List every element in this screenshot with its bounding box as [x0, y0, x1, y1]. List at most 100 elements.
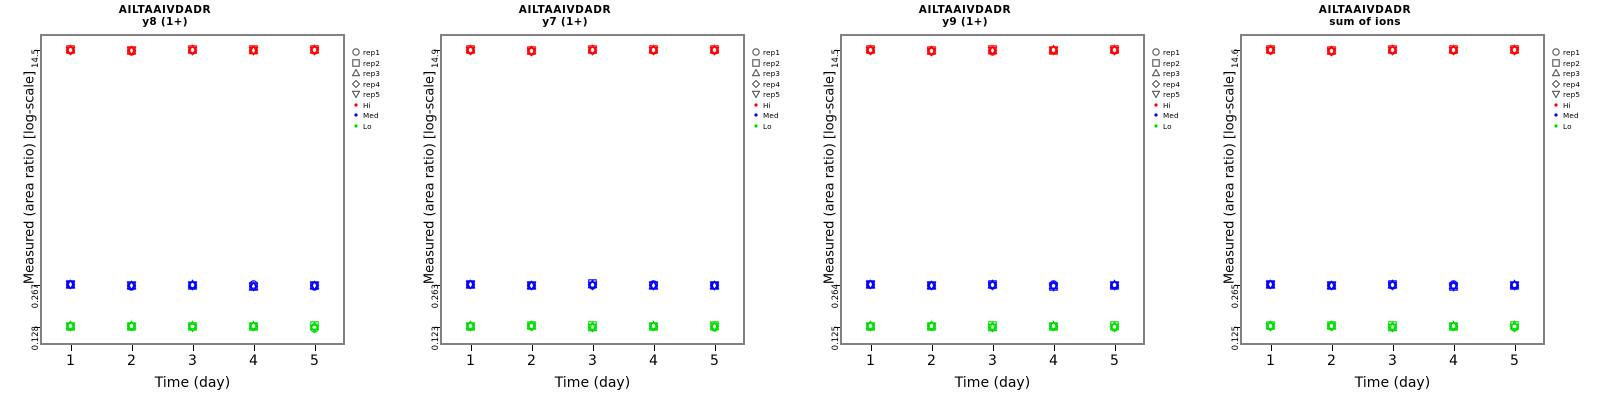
data-point: [526, 279, 537, 290]
x-axis-tick-label: 4: [249, 353, 258, 369]
x-axis-tick: [1053, 345, 1055, 351]
page-title: AILTAAIVDADR: [1318, 4, 1412, 16]
data-point: [648, 280, 659, 290]
legend-item: rep5: [1151, 90, 1200, 101]
data-point: [248, 282, 259, 292]
y-axis-tick-label: 14.5: [831, 49, 841, 68]
chart-panel: AILTAAIVDADR y8 (1+) Measured (area ratio)…: [0, 0, 400, 400]
legend-item-label: rep5: [1563, 90, 1581, 100]
legend-item: Hi: [752, 101, 800, 112]
data-point: [926, 47, 937, 57]
legend-item-label: Med: [363, 111, 379, 121]
x-axis-tick: [992, 345, 994, 351]
square-open-icon: [1552, 58, 1563, 69]
plot-area: [1240, 34, 1545, 345]
legend-item-label: rep3: [1563, 69, 1581, 79]
data-point: [1048, 322, 1059, 333]
data-point: [126, 46, 137, 57]
legend-item: rep3: [751, 68, 800, 80]
dot-icon: [1152, 101, 1163, 111]
dot-icon: [752, 122, 763, 132]
data-point: [1509, 323, 1520, 333]
x-axis-tick-label: 5: [710, 353, 719, 369]
legend-item-label: Lo: [1563, 121, 1572, 131]
data-point: [248, 280, 259, 291]
dot-icon: [1552, 111, 1563, 121]
x-axis-label: Time (day): [554, 375, 631, 391]
data-point: [309, 324, 320, 334]
data-point: [465, 44, 476, 54]
x-axis-tick: [1331, 345, 1333, 351]
data-point: [187, 44, 198, 54]
data-point: [65, 319, 76, 330]
data-point: [1326, 45, 1337, 55]
legend-item-label: Hi: [1563, 100, 1571, 110]
x-axis-tick-label: 4: [649, 353, 658, 369]
data-point: [187, 320, 198, 330]
y-axis-tick-label: 0.264: [831, 284, 841, 309]
legend-item: rep3: [1551, 68, 1600, 80]
x-axis-tick: [531, 345, 533, 351]
data-point: [1509, 320, 1520, 330]
triangle-down-open-icon: [1151, 90, 1163, 100]
y-axis-tick: [434, 327, 440, 328]
chart-panel: AILTAAIVDADR sum of ions Measured (area ra…: [1200, 0, 1600, 400]
data-point: [1448, 322, 1459, 333]
plot-area: [440, 34, 745, 345]
y-axis-tick: [834, 327, 840, 328]
legend-item: Med: [352, 111, 400, 122]
x-axis-tick-label: 2: [527, 353, 536, 369]
data-point: [926, 279, 937, 290]
data-point: [1048, 46, 1059, 56]
legend-item-label: rep4: [1163, 79, 1181, 89]
data-point: [1387, 281, 1398, 291]
y-axis-tick-label: 0.265: [1231, 284, 1241, 309]
data-point: [1509, 279, 1520, 289]
data-point: [648, 281, 659, 292]
circle-open-icon: [352, 48, 363, 58]
data-point: [1048, 282, 1059, 292]
dot-icon: [1152, 111, 1163, 121]
x-axis-tick: [314, 345, 316, 351]
data-point: [865, 46, 876, 56]
data-point: [526, 322, 537, 332]
data-point: [126, 281, 137, 292]
data-point: [1387, 323, 1398, 333]
legend-item-label: rep5: [1163, 90, 1181, 100]
data-point: [248, 322, 259, 333]
y-axis-tick: [1234, 50, 1240, 51]
data-point: [526, 45, 537, 55]
x-axis-tick-label: 2: [127, 353, 136, 369]
x-axis-tick: [931, 345, 933, 351]
data-point: [587, 321, 598, 332]
legend-item-label: rep2: [1163, 58, 1181, 68]
data-point: [65, 280, 76, 291]
legend-item: Lo: [752, 122, 800, 133]
data-point: [1265, 322, 1276, 332]
data-point: [1326, 47, 1337, 57]
legend-item-label: rep3: [763, 69, 781, 79]
square-open-icon: [352, 58, 363, 69]
data-point: [465, 278, 476, 289]
y-axis-tick: [434, 285, 440, 286]
legend-item-label: Med: [1163, 111, 1179, 121]
x-axis-tick: [470, 345, 472, 351]
data-point: [187, 279, 198, 289]
x-axis-tick-label: 3: [588, 353, 597, 369]
data-point: [587, 44, 598, 54]
legend-item: rep1: [1152, 48, 1200, 59]
legend-item: Lo: [1552, 122, 1600, 133]
square-open-icon: [1152, 58, 1163, 69]
dot-icon: [352, 101, 363, 111]
data-point: [1109, 320, 1120, 331]
data-point: [126, 322, 137, 332]
data-point: [465, 322, 476, 332]
x-axis-tick: [1392, 345, 1394, 351]
data-point: [526, 47, 537, 57]
data-point: [1387, 46, 1398, 56]
data-point: [309, 320, 320, 331]
x-axis-label: Time (day): [1354, 375, 1431, 391]
data-point: [865, 44, 876, 54]
x-axis-tick-label: 1: [1266, 353, 1275, 369]
legend-item-label: rep3: [1163, 69, 1181, 79]
